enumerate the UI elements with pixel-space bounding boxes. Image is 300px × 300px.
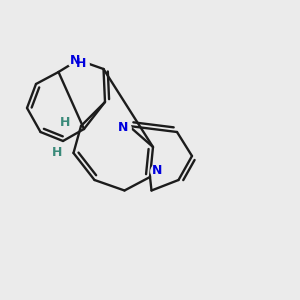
- Text: N: N: [152, 164, 163, 178]
- Text: H: H: [60, 116, 70, 130]
- Text: N: N: [70, 53, 80, 67]
- Text: N: N: [118, 121, 128, 134]
- Text: H: H: [52, 146, 62, 160]
- Text: H: H: [76, 57, 86, 70]
